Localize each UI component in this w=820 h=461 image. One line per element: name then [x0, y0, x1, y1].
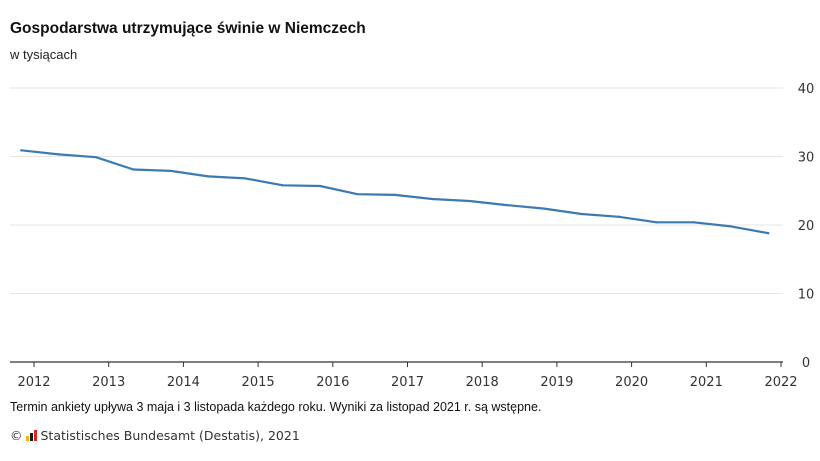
x-tick-label-2022: 2022 — [764, 375, 797, 390]
y-tick-label-10: 10 — [798, 288, 815, 303]
chart-title: Gospodarstwa utrzymujące świnie w Niemcz… — [10, 20, 366, 37]
data-point-0-8 — [319, 184, 322, 188]
x-tick-label-2019: 2019 — [540, 375, 573, 390]
y-tick-label-40: 40 — [798, 82, 815, 97]
data-point-0-3 — [132, 168, 135, 171]
x-tick-label-2021: 2021 — [690, 375, 723, 390]
source-line: © Statistisches Bundesamt (Destatis), 20… — [10, 428, 300, 443]
destatis-logo-icon — [25, 430, 38, 441]
x-tick-label-2016: 2016 — [316, 375, 349, 390]
data-point-0-4 — [169, 169, 172, 172]
y-axis-ticks: 0 10 20 30 40 — [798, 82, 815, 371]
x-tick-label-2012: 2012 — [17, 375, 50, 390]
data-point-0-16 — [617, 215, 621, 218]
x-axis: 2012 2013 2014 2015 2016 2017 2018 2019 2020 2021… — [10, 361, 798, 390]
x-tick-label-2015: 2015 — [242, 375, 275, 390]
x-tick-label-2017: 2017 — [391, 375, 424, 390]
source-text: Statistisches Bundesamt (Destatis), 2021 — [40, 428, 300, 443]
data-point-0-7 — [281, 184, 284, 187]
data-point-0-19 — [729, 225, 733, 228]
x-tick-label-2014: 2014 — [167, 375, 200, 390]
footnote: Termin ankiety upływa 3 maja i 3 listopa… — [10, 400, 542, 414]
chart-subtitle: w tysiącach — [10, 47, 78, 62]
series-line-0 — [20, 149, 770, 235]
data-point-0-1 — [57, 153, 60, 156]
data-point-0-5 — [206, 175, 210, 178]
copyright-symbol: © — [10, 428, 23, 443]
data-point-0-13 — [505, 204, 508, 207]
y-tick-label-20: 20 — [798, 219, 815, 234]
data-point-0-6 — [244, 177, 247, 180]
data-point-0-9 — [356, 193, 359, 196]
data-point-0-14 — [543, 207, 546, 210]
data-point-0-20 — [767, 232, 770, 235]
data-point-0-10 — [393, 193, 396, 196]
data-point-0-15 — [580, 212, 583, 216]
y-tick-label-30: 30 — [798, 151, 815, 166]
data-point-0-0 — [20, 149, 23, 152]
data-point-0-11 — [431, 197, 434, 201]
gridlines — [10, 87, 783, 294]
data-point-0-17 — [655, 221, 658, 224]
x-tick-label-2013: 2013 — [92, 375, 125, 390]
x-tick-label-2018: 2018 — [466, 375, 499, 390]
data-point-0-12 — [468, 199, 471, 203]
x-tick-label-2020: 2020 — [615, 375, 648, 390]
series-group — [20, 149, 770, 235]
data-point-0-2 — [94, 156, 98, 159]
y-tick-label-0: 0 — [802, 356, 810, 371]
data-point-0-18 — [692, 221, 695, 224]
